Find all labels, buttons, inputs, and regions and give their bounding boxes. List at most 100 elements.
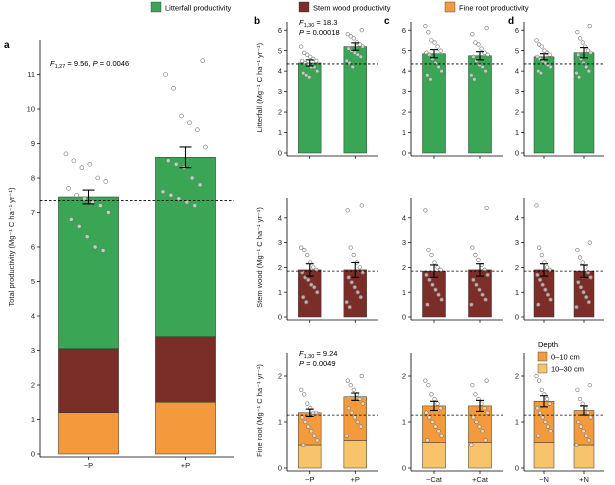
p6-point-0-0 [534, 203, 539, 208]
p4-point-0-9 [309, 282, 314, 287]
p7-point-0-10 [312, 433, 317, 438]
p1-point-0-0 [299, 44, 304, 49]
p9-ytick-label-1: 1 [515, 418, 519, 427]
p3-point-1-10 [584, 64, 589, 70]
p8-point-0-0 [423, 378, 428, 383]
p1-point-1-2 [348, 34, 353, 39]
p2-point-0-4 [435, 44, 440, 49]
p4-point-0-2 [305, 252, 310, 258]
depth-legend-swatch-1 [537, 363, 548, 374]
p6-point-1-7 [576, 280, 581, 285]
p8-ytick-label-1: 1 [402, 418, 406, 427]
p5-ytick-label-2: 2 [402, 263, 406, 272]
p1-point-0-1 [302, 50, 307, 55]
p5-point-0-12 [425, 302, 430, 307]
p6-ytick-label-4: 4 [515, 213, 519, 222]
p8-point-1-8 [474, 419, 479, 425]
panel-label-b: b [254, 16, 260, 27]
p5-point-1-3 [476, 257, 481, 263]
p4-point-1-13 [347, 304, 352, 310]
p2-point-1-0 [484, 26, 489, 31]
p7-point-1-10 [355, 419, 360, 425]
p3-point-1-12 [574, 71, 579, 76]
p5-point-0-8 [430, 282, 435, 287]
p8-point-1-5 [482, 406, 487, 411]
p4-point-1-5 [357, 265, 362, 270]
p0-ytick-label-4: 4 [31, 312, 35, 321]
p9-point-1-3 [580, 401, 585, 406]
p6-point-0-12 [536, 302, 541, 307]
p9-point-0-0 [534, 373, 539, 379]
p2-point-0-6 [424, 50, 429, 55]
p7-point-1-12 [344, 433, 349, 438]
p3-ytick-label-1: 1 [515, 128, 519, 137]
p5-point-0-6 [424, 272, 429, 277]
p5-ytick-label-0: 0 [402, 313, 406, 322]
p0-stat-0: F1,27 = 9.56, P = 0.0046 [50, 59, 129, 70]
p7-stat-0: F1,30 = 9.24 [299, 349, 337, 360]
p7-point-0-6 [300, 415, 305, 420]
p5-point-1-8 [474, 282, 479, 287]
p1-point-1-7 [346, 46, 351, 51]
p5-point-0-10 [436, 292, 441, 297]
p7-point-0-12 [301, 442, 306, 448]
p9-point-0-8 [540, 415, 545, 420]
p2-point-1-10 [480, 64, 485, 70]
p6-point-1-3 [580, 260, 585, 265]
p3-point-0-5 [547, 52, 552, 57]
p7-point-1-0 [359, 373, 364, 379]
legend-label-0: Litterfall productivity [165, 4, 232, 13]
p0-point-1-1 [163, 72, 168, 77]
legend-label-2: Fine root productivity [459, 4, 529, 13]
p7-point-1-7 [346, 406, 351, 411]
p8-point-0-6 [424, 410, 429, 415]
p1-point-0-2 [305, 52, 310, 57]
p5-point-0-2 [429, 252, 434, 258]
p6-point-0-1 [537, 245, 542, 250]
p1-point-1-11 [358, 54, 363, 59]
p8-point-1-12 [469, 442, 474, 448]
p2-ytick-label-5: 5 [402, 46, 406, 55]
p1-point-1-3 [351, 36, 356, 41]
p8-point-1-11 [483, 438, 488, 443]
p6-bar-0 [533, 269, 555, 318]
p9-ytick-label-0: 0 [515, 464, 519, 473]
p4-point-0-1 [302, 247, 307, 253]
p8-point-0-8 [430, 419, 435, 425]
p0-point-0-7 [74, 192, 79, 198]
p7-point-0-8 [306, 424, 311, 429]
p7-point-0-9 [309, 429, 314, 434]
p4-point-1-12 [344, 300, 349, 305]
p6-point-0-7 [537, 277, 543, 282]
p3-point-1-7 [576, 52, 581, 57]
p9-xtick-label-0: −N [539, 475, 549, 484]
p1-ytick-label-3: 3 [278, 87, 282, 96]
p7-point-0-7 [303, 419, 308, 425]
p0-point-1-2 [171, 86, 176, 91]
panel-label-c: c [384, 16, 390, 27]
p7-ytick-label-2: 2 [278, 372, 282, 381]
p9-point-0-1 [537, 378, 542, 383]
p2-ytick-label-3: 3 [402, 87, 406, 96]
p8-point-0-2 [429, 392, 434, 397]
p8-xtick-label-1: +Cat [472, 475, 489, 484]
p0-point-0-5 [103, 179, 109, 184]
p9-bar-0-seg-0 [533, 442, 555, 469]
p7-point-0-1 [302, 392, 307, 397]
p1-point-0-13 [304, 73, 309, 78]
p4-point-1-10 [355, 290, 360, 295]
p5-point-0-7 [427, 277, 432, 282]
p3-point-1-3 [580, 40, 585, 45]
legend-swatch-2 [444, 1, 456, 13]
p2-point-0-5 [438, 48, 443, 53]
p0-bar-1-seg-0 [155, 402, 216, 455]
p1-point-0-14 [307, 75, 312, 80]
p6-ytick-label-3: 3 [515, 238, 519, 247]
p5-point-1-12 [469, 302, 474, 307]
p5-ytick-label-4: 4 [402, 213, 406, 222]
p2-point-1-7 [471, 54, 476, 59]
p6-point-0-9 [543, 287, 548, 292]
panel-label-d: d [508, 16, 514, 27]
p9-bar-1-seg-0 [573, 444, 595, 469]
p2-point-1-1 [470, 32, 475, 37]
